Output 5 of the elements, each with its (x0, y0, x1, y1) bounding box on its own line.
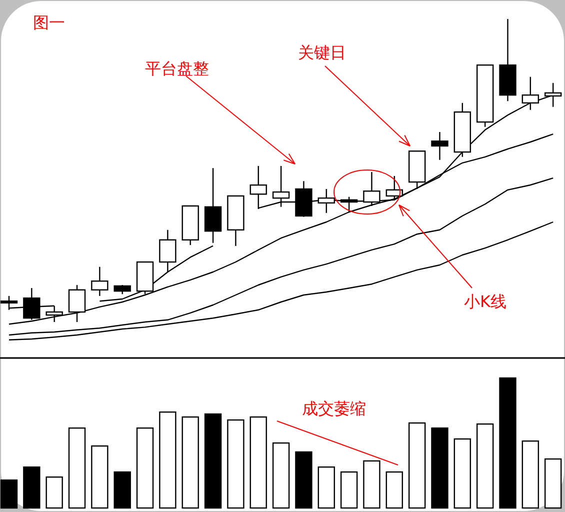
annotation: 图一 (33, 13, 65, 32)
annotation: 成交萎缩 (302, 399, 366, 418)
annotation: 小K线 (464, 292, 506, 311)
annotation: 关键日 (298, 43, 346, 62)
annotation: 平台盘整 (145, 59, 209, 78)
